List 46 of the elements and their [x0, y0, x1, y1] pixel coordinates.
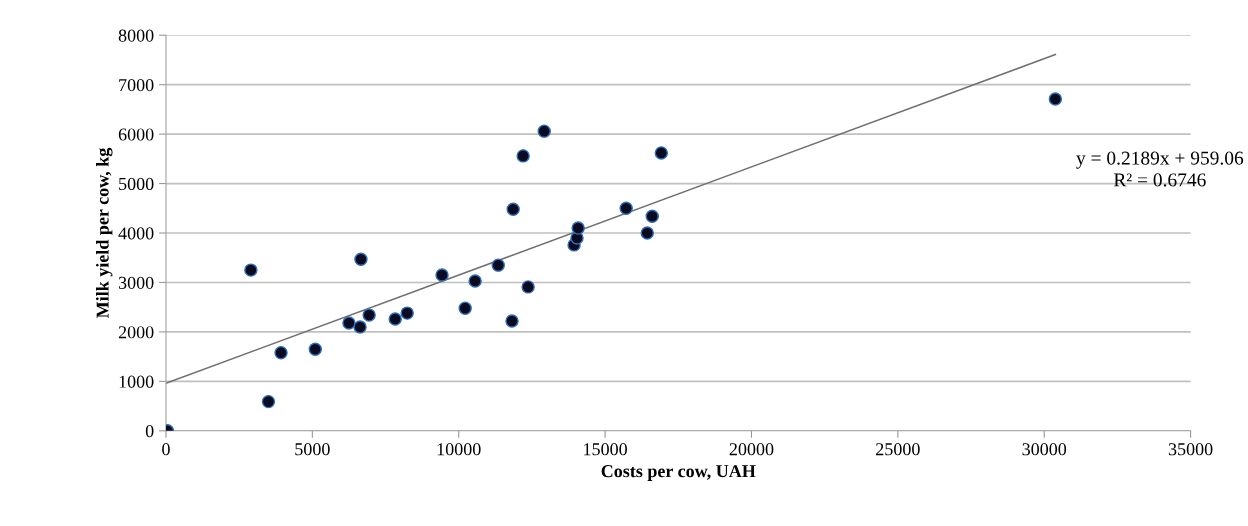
x-tick-label: 20000 — [729, 443, 774, 456]
x-tick-label: 15000 — [584, 443, 627, 456]
point — [388, 312, 402, 326]
y-tick-label: 6000 — [118, 128, 154, 141]
point — [521, 280, 535, 294]
x-tick-label: 5000 — [295, 443, 330, 456]
y-axis-title: Milk yield per cow, kg — [96, 147, 113, 319]
point — [468, 274, 482, 288]
point — [308, 342, 322, 356]
y-tick-label: 3000 — [118, 276, 154, 289]
x-axis-title: Costs per cow, UAH — [601, 465, 756, 481]
point — [571, 221, 585, 235]
point — [1048, 92, 1063, 106]
x-tick-label: 35000 — [1168, 443, 1213, 456]
x-tick-label: 0 — [162, 443, 170, 456]
point — [516, 149, 530, 163]
x-tick-label: 25000 — [876, 443, 920, 456]
point — [244, 263, 258, 277]
point — [400, 306, 414, 320]
y-tick-label: 7000 — [119, 78, 154, 92]
point — [537, 124, 551, 138]
y-tick-label: 8000 — [118, 29, 154, 42]
point — [354, 252, 368, 266]
point — [645, 209, 659, 223]
x-tick-label: 10000 — [437, 443, 481, 456]
point — [506, 202, 520, 216]
point — [619, 201, 633, 216]
x-tick-label: 30000 — [1022, 443, 1067, 456]
y-tick-label: 4000 — [118, 227, 154, 240]
y-tick-label: 1000 — [119, 375, 154, 388]
point — [261, 394, 276, 409]
point — [435, 268, 449, 282]
point — [458, 301, 472, 315]
point — [640, 226, 654, 240]
point — [491, 258, 505, 272]
point — [505, 314, 519, 328]
y-tick-label: 2000 — [118, 326, 154, 339]
y-tick-label: 0 — [145, 425, 154, 438]
point — [362, 308, 376, 322]
point — [654, 146, 669, 160]
annotation: y = 0.2189x + 959.06 — [1076, 151, 1244, 169]
point — [353, 320, 367, 334]
point — [274, 345, 288, 360]
annotation: R² = 0.6746 — [1113, 173, 1206, 187]
y-tick-label: 5000 — [119, 177, 154, 191]
point — [342, 316, 356, 330]
